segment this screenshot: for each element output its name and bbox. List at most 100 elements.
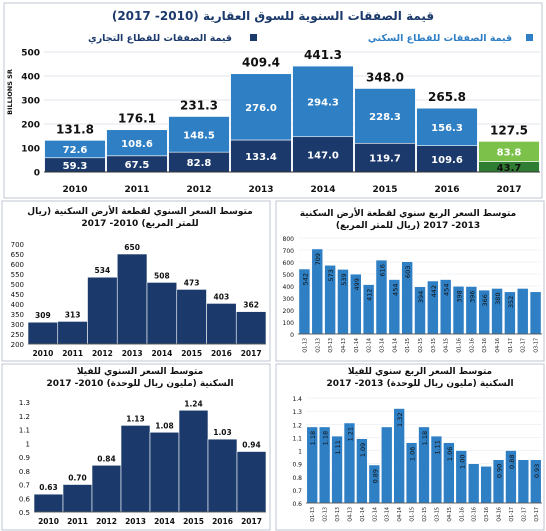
bar — [480, 465, 492, 504]
bar — [87, 276, 118, 345]
y-tick-label: 1.3 — [19, 399, 30, 407]
x-tick-label: Q3-13 — [335, 507, 341, 522]
data-label: 366 — [481, 294, 489, 306]
data-label: 403 — [214, 292, 230, 301]
total-label: 409.4 — [242, 56, 280, 70]
data-label: 709 — [314, 253, 322, 265]
x-tick-label: Q2-15 — [422, 507, 428, 522]
y-tick-label: 400 — [11, 301, 24, 309]
chart-transactions: قيمة الصفقات السنوية للسوق العقارية (201… — [6, 9, 540, 195]
y-tick-label: 200 — [11, 341, 24, 349]
data-label-commercial: 109.6 — [431, 155, 463, 166]
x-tick-label: Q2-14 — [367, 338, 373, 353]
total-label: 348.0 — [366, 70, 404, 84]
data-label: 1.24 — [184, 399, 203, 408]
data-label: 603 — [404, 266, 412, 278]
x-tick-label: Q1-14 — [360, 507, 366, 522]
data-label: 1.00 — [458, 455, 466, 469]
data-label: 1.03 — [213, 428, 232, 437]
y-tick-label: 400 — [21, 73, 40, 83]
bar — [236, 451, 267, 513]
y-tick-label: 0.9 — [292, 462, 302, 469]
legend-swatch-commercial — [250, 34, 257, 41]
data-label-commercial: 59.3 — [63, 161, 88, 172]
y-tick-label: 450 — [11, 291, 24, 299]
x-tick-label: Q1-16 — [459, 507, 465, 522]
bar — [529, 291, 542, 335]
y-tick-label: 0.8 — [292, 475, 302, 482]
x-tick-label: Q3-16 — [482, 338, 488, 353]
data-label-residential: 148.5 — [183, 130, 215, 141]
total-label: 231.3 — [180, 98, 218, 112]
y-tick-label: 300 — [11, 321, 24, 329]
data-label: 380 — [494, 292, 502, 304]
y-tick-label: 1 — [298, 449, 302, 456]
data-label: 1.18 — [322, 431, 330, 445]
x-tick-label: Q2-15 — [418, 338, 424, 353]
data-label: 0.93 — [533, 464, 541, 478]
data-label: 1.11 — [433, 440, 441, 454]
y-tick-label: 0.7 — [292, 488, 302, 495]
x-tick-label: Q3-13 — [328, 338, 334, 353]
bar — [206, 303, 237, 345]
bar-residential — [106, 129, 168, 157]
bar — [178, 409, 209, 513]
bar-residential — [44, 140, 106, 159]
x-tick-label: 2016 — [212, 517, 233, 526]
data-label-residential: 72.6 — [63, 145, 88, 156]
data-label-residential: 108.6 — [121, 139, 153, 150]
data-label: 1.08 — [155, 421, 174, 430]
chart-title: متوسط السعر السنوي لقطعة الأرض السكنية (… — [27, 205, 252, 217]
bar-residential — [416, 107, 478, 146]
y-tick-label: 700 — [283, 248, 295, 255]
y-tick-label: 1.2 — [292, 422, 302, 429]
x-tick-label: Q4-15 — [444, 338, 450, 353]
x-tick-label: Q4-16 — [497, 507, 503, 522]
bar — [235, 311, 267, 345]
y-axis-label: Millions SR — [0, 0, 19, 2]
bar — [57, 321, 88, 345]
data-label-residential: 294.3 — [307, 97, 339, 108]
data-label: 1.21 — [346, 427, 354, 441]
data-label: 616 — [378, 264, 386, 276]
bar-residential — [168, 116, 230, 153]
x-tick-label: 2016 — [211, 349, 232, 358]
bar-residential — [478, 141, 540, 162]
y-tick-label: 1.3 — [292, 409, 302, 416]
data-label-commercial: 82.8 — [187, 158, 212, 169]
bar — [149, 431, 180, 513]
data-label-commercial: 147.0 — [307, 150, 339, 161]
y-tick-label: 600 — [283, 260, 295, 267]
x-tick-label: Q1-13 — [302, 338, 308, 353]
y-axis-label: BILLIONS SR — [6, 69, 14, 115]
y-tick-label: 200 — [21, 121, 40, 131]
x-tick-label: Q3-17 — [534, 338, 540, 353]
legend-label-residential: قيمة الصفقات للقطاع السكني — [368, 33, 512, 44]
bar — [91, 464, 122, 513]
x-tick-label: Q1-15 — [410, 507, 416, 522]
bar — [27, 321, 59, 345]
chart-title: للمتر المربع) 2010- 2017 — [81, 219, 198, 229]
chart-3: متوسط السعر السنوي للفيلا السكنية (مليون … — [0, 0, 267, 526]
y-tick-label: 1 — [26, 440, 30, 448]
x-tick-label: 2016 — [434, 185, 459, 195]
legend-label-commercial: قيمة الصفقات للقطاع التجاري — [88, 33, 232, 44]
total-label: 176.1 — [118, 112, 156, 126]
x-tick-label: Q4-13 — [347, 507, 353, 522]
x-tick-label: Q3-15 — [431, 338, 437, 353]
bar — [146, 282, 178, 345]
data-label: 473 — [184, 278, 200, 287]
x-tick-label: Q2-16 — [472, 507, 478, 522]
y-tick-label: 1.1 — [19, 427, 30, 435]
bar — [467, 463, 480, 504]
data-label: 1.11 — [334, 440, 342, 454]
x-tick-label: 2012 — [96, 517, 117, 526]
y-tick-label: 700 — [11, 241, 24, 249]
data-label-residential: 228.3 — [369, 112, 401, 123]
x-tick-label: 2015 — [181, 349, 202, 358]
x-tick-label: 2012 — [92, 349, 113, 358]
x-tick-label: 2014 — [310, 185, 335, 195]
x-tick-label: Q2-14 — [372, 507, 378, 522]
x-tick-label: Q3-14 — [385, 507, 391, 522]
